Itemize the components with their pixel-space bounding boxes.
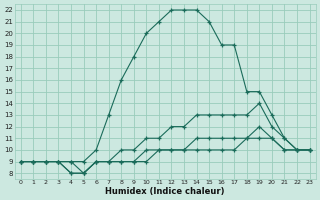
X-axis label: Humidex (Indice chaleur): Humidex (Indice chaleur) — [106, 187, 225, 196]
